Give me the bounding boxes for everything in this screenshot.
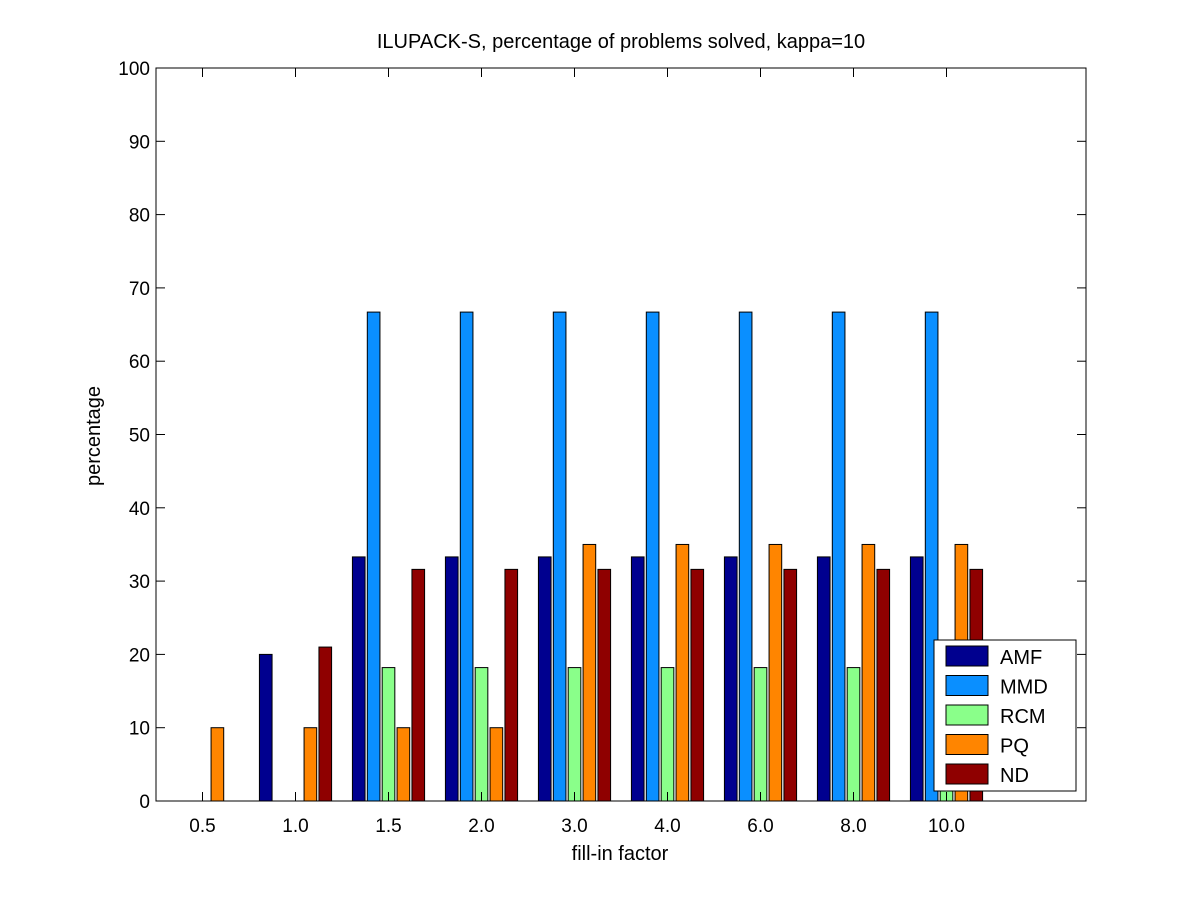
y-tick-label: 10 xyxy=(129,719,150,740)
y-tick-label: 70 xyxy=(129,279,150,300)
bar-amf-3.0 xyxy=(537,556,552,802)
bar-amf-4.0 xyxy=(630,556,645,802)
x-tick-label: 10.0 xyxy=(928,816,965,837)
bar-pq-6.0 xyxy=(768,543,783,802)
bar-nd-2.0 xyxy=(504,568,519,802)
bar-pq-0.5 xyxy=(210,727,225,802)
bar-nd-3.0 xyxy=(597,568,612,802)
bar-rcm-4.0 xyxy=(660,667,675,802)
bar-mmd-1.5 xyxy=(366,311,381,802)
bar-mmd-4.0 xyxy=(645,311,660,802)
y-tick-label: 30 xyxy=(129,572,150,593)
bar-mmd-8.0 xyxy=(831,311,846,802)
x-tick-label: 2.0 xyxy=(468,816,494,837)
y-tick-label: 90 xyxy=(129,132,150,153)
x-tick-label: 3.0 xyxy=(561,816,587,837)
bar-pq-3.0 xyxy=(582,543,597,802)
legend-label-nd: ND xyxy=(1000,765,1029,787)
x-tick-label: 4.0 xyxy=(654,816,680,837)
x-tick-label: 0.5 xyxy=(189,816,215,837)
bar-nd-4.0 xyxy=(690,568,705,802)
legend-swatch-amf xyxy=(945,645,989,667)
bar-pq-8.0 xyxy=(861,543,876,802)
ticks-layer: 0 10 20 30 40 50 60 70 80 90 100 0.5 1.0 1.5 2.0 3.0 4.0… xyxy=(118,59,1086,837)
y-tick-label: 60 xyxy=(129,352,150,373)
legend-label-mmd: MMD xyxy=(1000,677,1048,699)
bar-amf-6.0 xyxy=(723,556,738,802)
y-tick-label: 50 xyxy=(129,426,150,447)
bar-rcm-2.0 xyxy=(474,667,489,802)
legend-swatch-rcm xyxy=(945,704,989,726)
bar-amf-1.0 xyxy=(258,653,273,802)
legend-swatch-pq xyxy=(945,734,989,755)
y-tick-label: 40 xyxy=(129,499,150,520)
legend: AMF MMD RCM PQ ND xyxy=(933,639,1077,792)
legend-label-rcm: RCM xyxy=(1000,706,1046,728)
bar-mmd-3.0 xyxy=(552,311,567,802)
bar-mmd-6.0 xyxy=(738,311,753,802)
plot-frame xyxy=(155,67,1087,802)
bar-amf-2.0 xyxy=(444,556,459,802)
y-tick-label: 100 xyxy=(118,59,150,80)
bar-nd-8.0 xyxy=(876,568,891,802)
bar-amf-8.0 xyxy=(816,556,831,802)
bar-mmd-2.0 xyxy=(459,311,474,802)
x-tick-label: 8.0 xyxy=(840,816,866,837)
chart-title: ILUPACK-S, percentage of problems solved… xyxy=(377,31,865,53)
x-tick-label: 1.5 xyxy=(375,816,401,837)
legend-swatch-nd xyxy=(945,763,989,785)
legend-label-pq: PQ xyxy=(1000,736,1029,758)
bar-amf-10.0 xyxy=(909,556,924,802)
bar-pq-2.0 xyxy=(489,727,504,802)
bar-amf-1.5 xyxy=(351,556,366,802)
x-axis-label: fill-in factor xyxy=(572,843,669,865)
x-tick-label: 6.0 xyxy=(747,816,773,837)
y-tick-label: 80 xyxy=(129,206,150,227)
y-axis-label: percentage xyxy=(83,386,105,486)
bar-pq-1.0 xyxy=(303,727,318,802)
y-tick-label: 0 xyxy=(139,792,150,813)
y-tick-label: 20 xyxy=(129,645,150,666)
bar-rcm-8.0 xyxy=(846,667,861,802)
bar-rcm-3.0 xyxy=(567,667,582,802)
bar-pq-4.0 xyxy=(675,543,690,802)
legend-swatch-mmd xyxy=(945,675,989,696)
legend-label-amf: AMF xyxy=(1000,647,1042,669)
bar-nd-1.5 xyxy=(411,568,426,802)
x-tick-label: 1.0 xyxy=(282,816,308,837)
bar-nd-1.0 xyxy=(318,646,333,802)
bar-pq-1.5 xyxy=(396,727,411,802)
bar-rcm-1.5 xyxy=(381,667,396,802)
bar-rcm-6.0 xyxy=(753,667,768,802)
bar-nd-6.0 xyxy=(783,568,798,802)
